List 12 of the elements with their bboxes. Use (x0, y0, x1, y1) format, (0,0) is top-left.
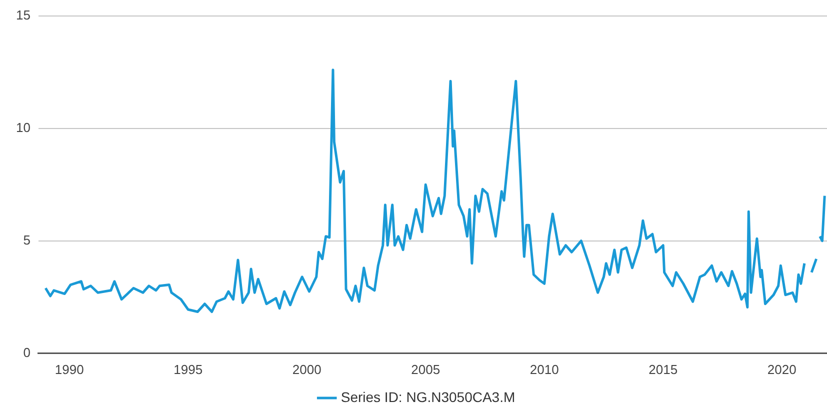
y-tick-label: 5 (23, 232, 30, 248)
x-tick-label: 1990 (54, 362, 84, 377)
y-tick-label: 0 (23, 344, 30, 360)
y-tick-label: 15 (16, 7, 30, 22)
x-tick-label: 1995 (174, 362, 203, 377)
x-tick-label: 2020 (767, 362, 796, 377)
x-tick-label: 2010 (530, 362, 559, 377)
x-tick-label: 2000 (292, 362, 322, 377)
x-tick-label: 2015 (648, 362, 678, 377)
y-tick-label: 10 (16, 120, 30, 135)
legend-label: Series ID: NG.N3050CA3.M (340, 388, 516, 405)
x-tick-label: 2005 (411, 362, 440, 377)
